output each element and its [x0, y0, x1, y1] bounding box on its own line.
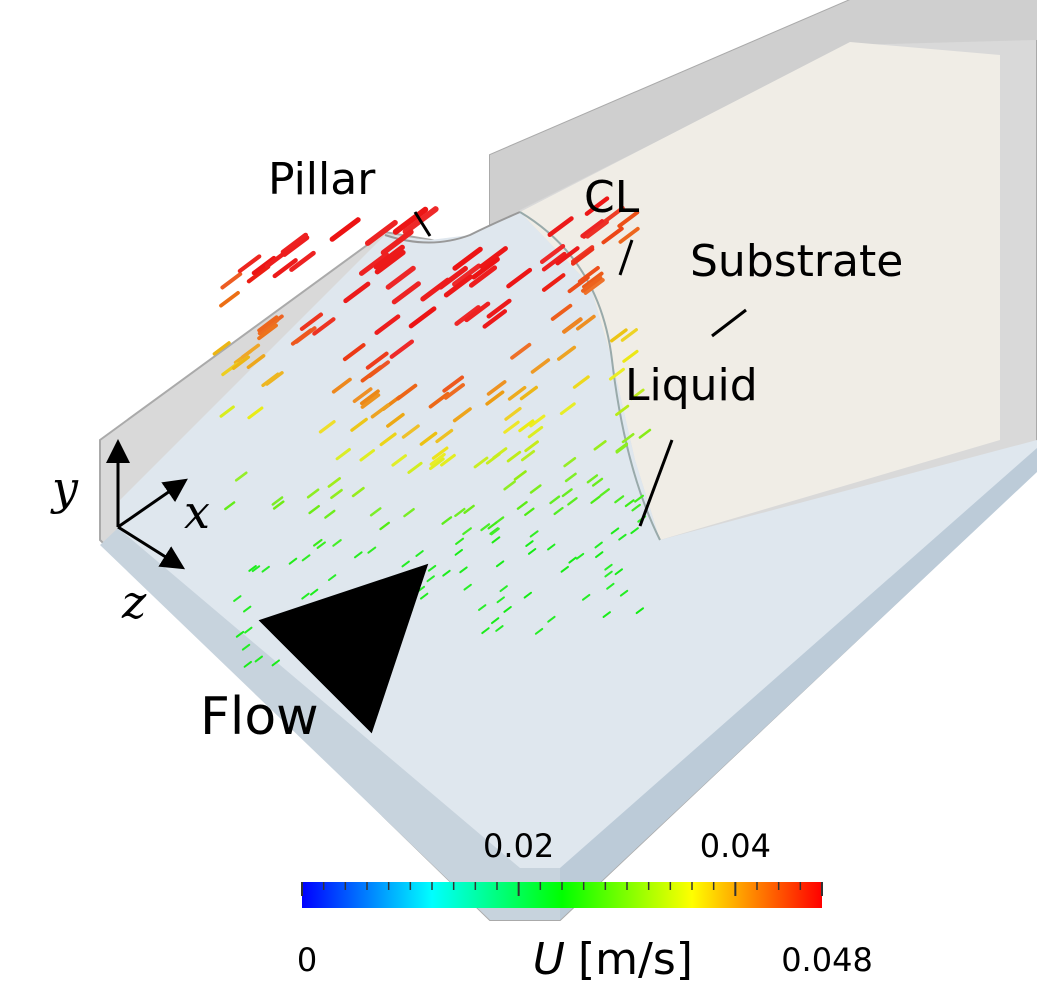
scene — [100, 0, 1037, 920]
colorbar-symbol: U — [533, 934, 565, 985]
tick-label: 0.048 — [781, 941, 873, 979]
colorbar-unit: [m/s] — [578, 934, 693, 985]
axis-label: z — [121, 575, 147, 629]
label: Substrate — [690, 236, 903, 287]
axis-label: y — [50, 461, 79, 515]
figure: Pillar CL Substrate Liquid Flow y x z U … — [0, 0, 1037, 1001]
label: Pillar — [268, 154, 376, 205]
tick-label: 0 — [297, 941, 317, 979]
tick-label: 0.04 — [700, 827, 771, 865]
velocity-glyph — [221, 293, 238, 306]
tick-label: 0.02 — [483, 827, 554, 865]
axis-label: x — [184, 485, 210, 539]
label: Liquid — [625, 360, 758, 411]
label: CL — [584, 172, 640, 223]
velocity-glyph — [222, 274, 240, 287]
label: Flow — [200, 687, 319, 747]
velocity-glyph — [332, 220, 358, 239]
